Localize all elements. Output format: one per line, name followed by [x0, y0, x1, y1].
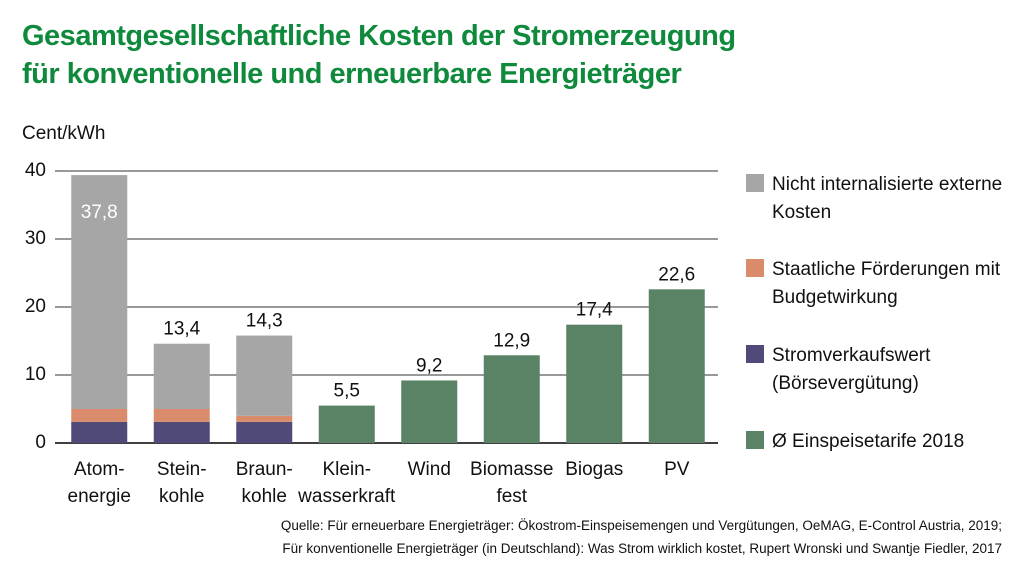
data-label: 17,4: [576, 300, 613, 321]
x-tick-label: Klein- wasserkraft: [298, 459, 396, 507]
data-label: 12,9: [493, 330, 530, 351]
legend-label: Ø Einspeisetarife 2018: [772, 431, 965, 452]
bar-segment: [236, 415, 293, 422]
bar-segment: [236, 421, 293, 443]
x-tick-label: Braun- kohle: [235, 459, 293, 507]
bar-segment: [648, 289, 705, 443]
y-tick-label: 0: [35, 432, 46, 453]
x-tick-label: Biogas: [565, 459, 624, 480]
data-label: 14,3: [246, 311, 283, 332]
legend-label: Nicht internalisierte externe Kosten: [772, 174, 1003, 223]
bar-segment: [483, 355, 540, 443]
data-label: 22,6: [658, 264, 695, 285]
source: Quelle: Für erneuerbare Energieträger: Ö…: [280, 518, 1002, 533]
data-label: 5,5: [334, 381, 360, 402]
bar-segment: [153, 343, 210, 409]
legend-swatch: [746, 345, 764, 363]
legend-label: Stromverkaufswert (Börsevergütung): [772, 345, 931, 394]
bar-segment: [71, 421, 128, 443]
x-tick-label: Stein- kohle: [156, 459, 207, 507]
bar-segment: [71, 175, 128, 409]
y-tick-label: 30: [25, 228, 46, 249]
x-tick-label: PV: [664, 459, 690, 480]
source: Für konventionelle Energieträger (in Deu…: [282, 541, 1002, 556]
bar-segment: [71, 409, 128, 422]
bar-segment: [236, 335, 293, 416]
y-axis-label: Cent/kWh: [22, 123, 105, 144]
bar-segment: [153, 409, 210, 422]
bar-segment: [153, 421, 210, 443]
y-tick-label: 10: [25, 364, 46, 385]
bar-segment: [566, 324, 623, 443]
data-label: 37,8: [81, 202, 118, 223]
y-tick-label: 40: [25, 160, 46, 181]
y-tick-label: 20: [25, 296, 46, 317]
bar-segment: [401, 380, 458, 443]
bar-segment: [318, 405, 375, 443]
legend-swatch: [746, 431, 764, 449]
chart-subtitle: für konventionelle und erneuerbare Energ…: [22, 58, 682, 90]
x-tick-label: Biomasse fest: [470, 459, 554, 507]
data-label: 13,4: [163, 319, 200, 340]
legend-swatch: [746, 259, 764, 277]
legend-swatch: [746, 174, 764, 192]
chart-title: Gesamtgesellschaftliche Kosten der Strom…: [22, 20, 736, 52]
x-tick-label: Atom- energie: [67, 459, 131, 507]
x-tick-label: Wind: [407, 459, 451, 480]
legend-label: Staatliche Förderungen mit Budgetwirkung: [772, 259, 1001, 308]
data-label: 9,2: [416, 355, 442, 376]
